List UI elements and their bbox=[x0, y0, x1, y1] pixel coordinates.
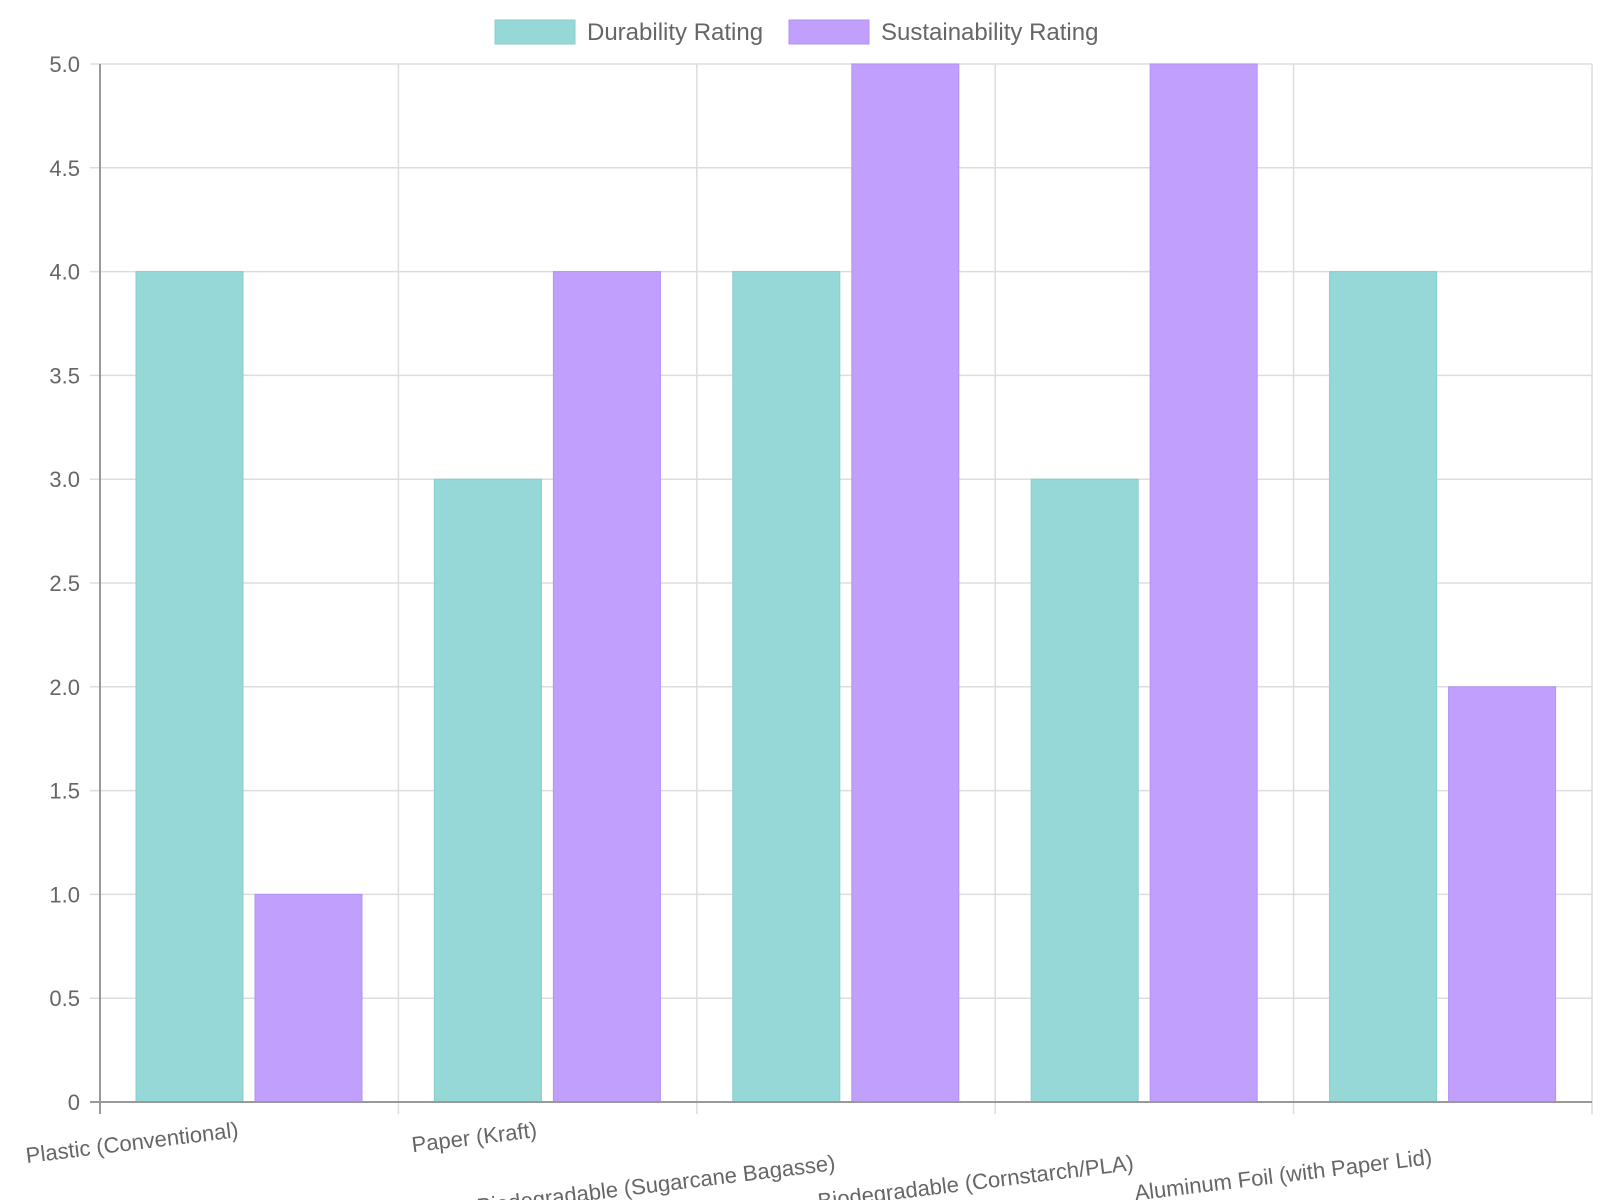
legend-swatch bbox=[788, 19, 870, 45]
legend[interactable]: Durability Rating Sustainability Rating bbox=[494, 19, 1098, 46]
y-tick-label: 3.5 bbox=[49, 363, 80, 388]
bar-sustainability[interactable] bbox=[1448, 686, 1557, 1103]
y-tick-label: 4.5 bbox=[49, 156, 80, 181]
bar-sustainability[interactable] bbox=[254, 893, 363, 1103]
x-tick-label: Biodegradable (Sugarcane Bagasse) bbox=[475, 1150, 836, 1200]
y-tick-label: 0.5 bbox=[49, 986, 80, 1011]
bar-durability[interactable] bbox=[135, 271, 244, 1103]
bars bbox=[135, 63, 1557, 1103]
x-tick-label: Plastic (Conventional) bbox=[24, 1117, 239, 1168]
bar-durability[interactable] bbox=[1329, 271, 1438, 1103]
y-tick-label: 3.0 bbox=[49, 467, 80, 492]
x-tick-label: Aluminum Foil (with Paper Lid) bbox=[1133, 1144, 1433, 1200]
legend-label: Sustainability Rating bbox=[881, 19, 1098, 46]
y-tick-label: 0 bbox=[68, 1090, 80, 1115]
legend-swatch bbox=[494, 19, 576, 45]
y-tick-label: 5.0 bbox=[49, 52, 80, 77]
y-tick-label: 1.0 bbox=[49, 882, 80, 907]
y-tick-label: 2.0 bbox=[49, 675, 80, 700]
bar-sustainability[interactable] bbox=[851, 63, 960, 1103]
bar-sustainability[interactable] bbox=[552, 271, 661, 1103]
bar-durability[interactable] bbox=[732, 271, 841, 1103]
x-tick-label: Paper (Kraft) bbox=[410, 1117, 538, 1157]
axes bbox=[90, 64, 1592, 1114]
y-tick-label: 1.5 bbox=[49, 779, 80, 804]
y-tick-label: 2.5 bbox=[49, 571, 80, 596]
legend-item-sustainability[interactable]: Sustainability Rating bbox=[788, 19, 1098, 46]
x-tick-label: Biodegradable (Cornstarch/PLA) bbox=[816, 1150, 1135, 1200]
bar-durability[interactable] bbox=[433, 478, 542, 1103]
y-axis-tick-labels: 0 0.5 1.0 1.5 2.0 2.5 3.0 3.5 4.0 4.5 5.0 bbox=[49, 52, 80, 1115]
bar-sustainability[interactable] bbox=[1149, 63, 1258, 1103]
x-axis-tick-labels: Plastic (Conventional) Paper (Kraft)Biode… bbox=[24, 1117, 1433, 1200]
legend-item-durability[interactable]: Durability Rating bbox=[494, 19, 763, 46]
bar-durability[interactable] bbox=[1030, 478, 1139, 1103]
legend-label: Durability Rating bbox=[587, 19, 763, 46]
y-tick-label: 4.0 bbox=[49, 260, 80, 285]
